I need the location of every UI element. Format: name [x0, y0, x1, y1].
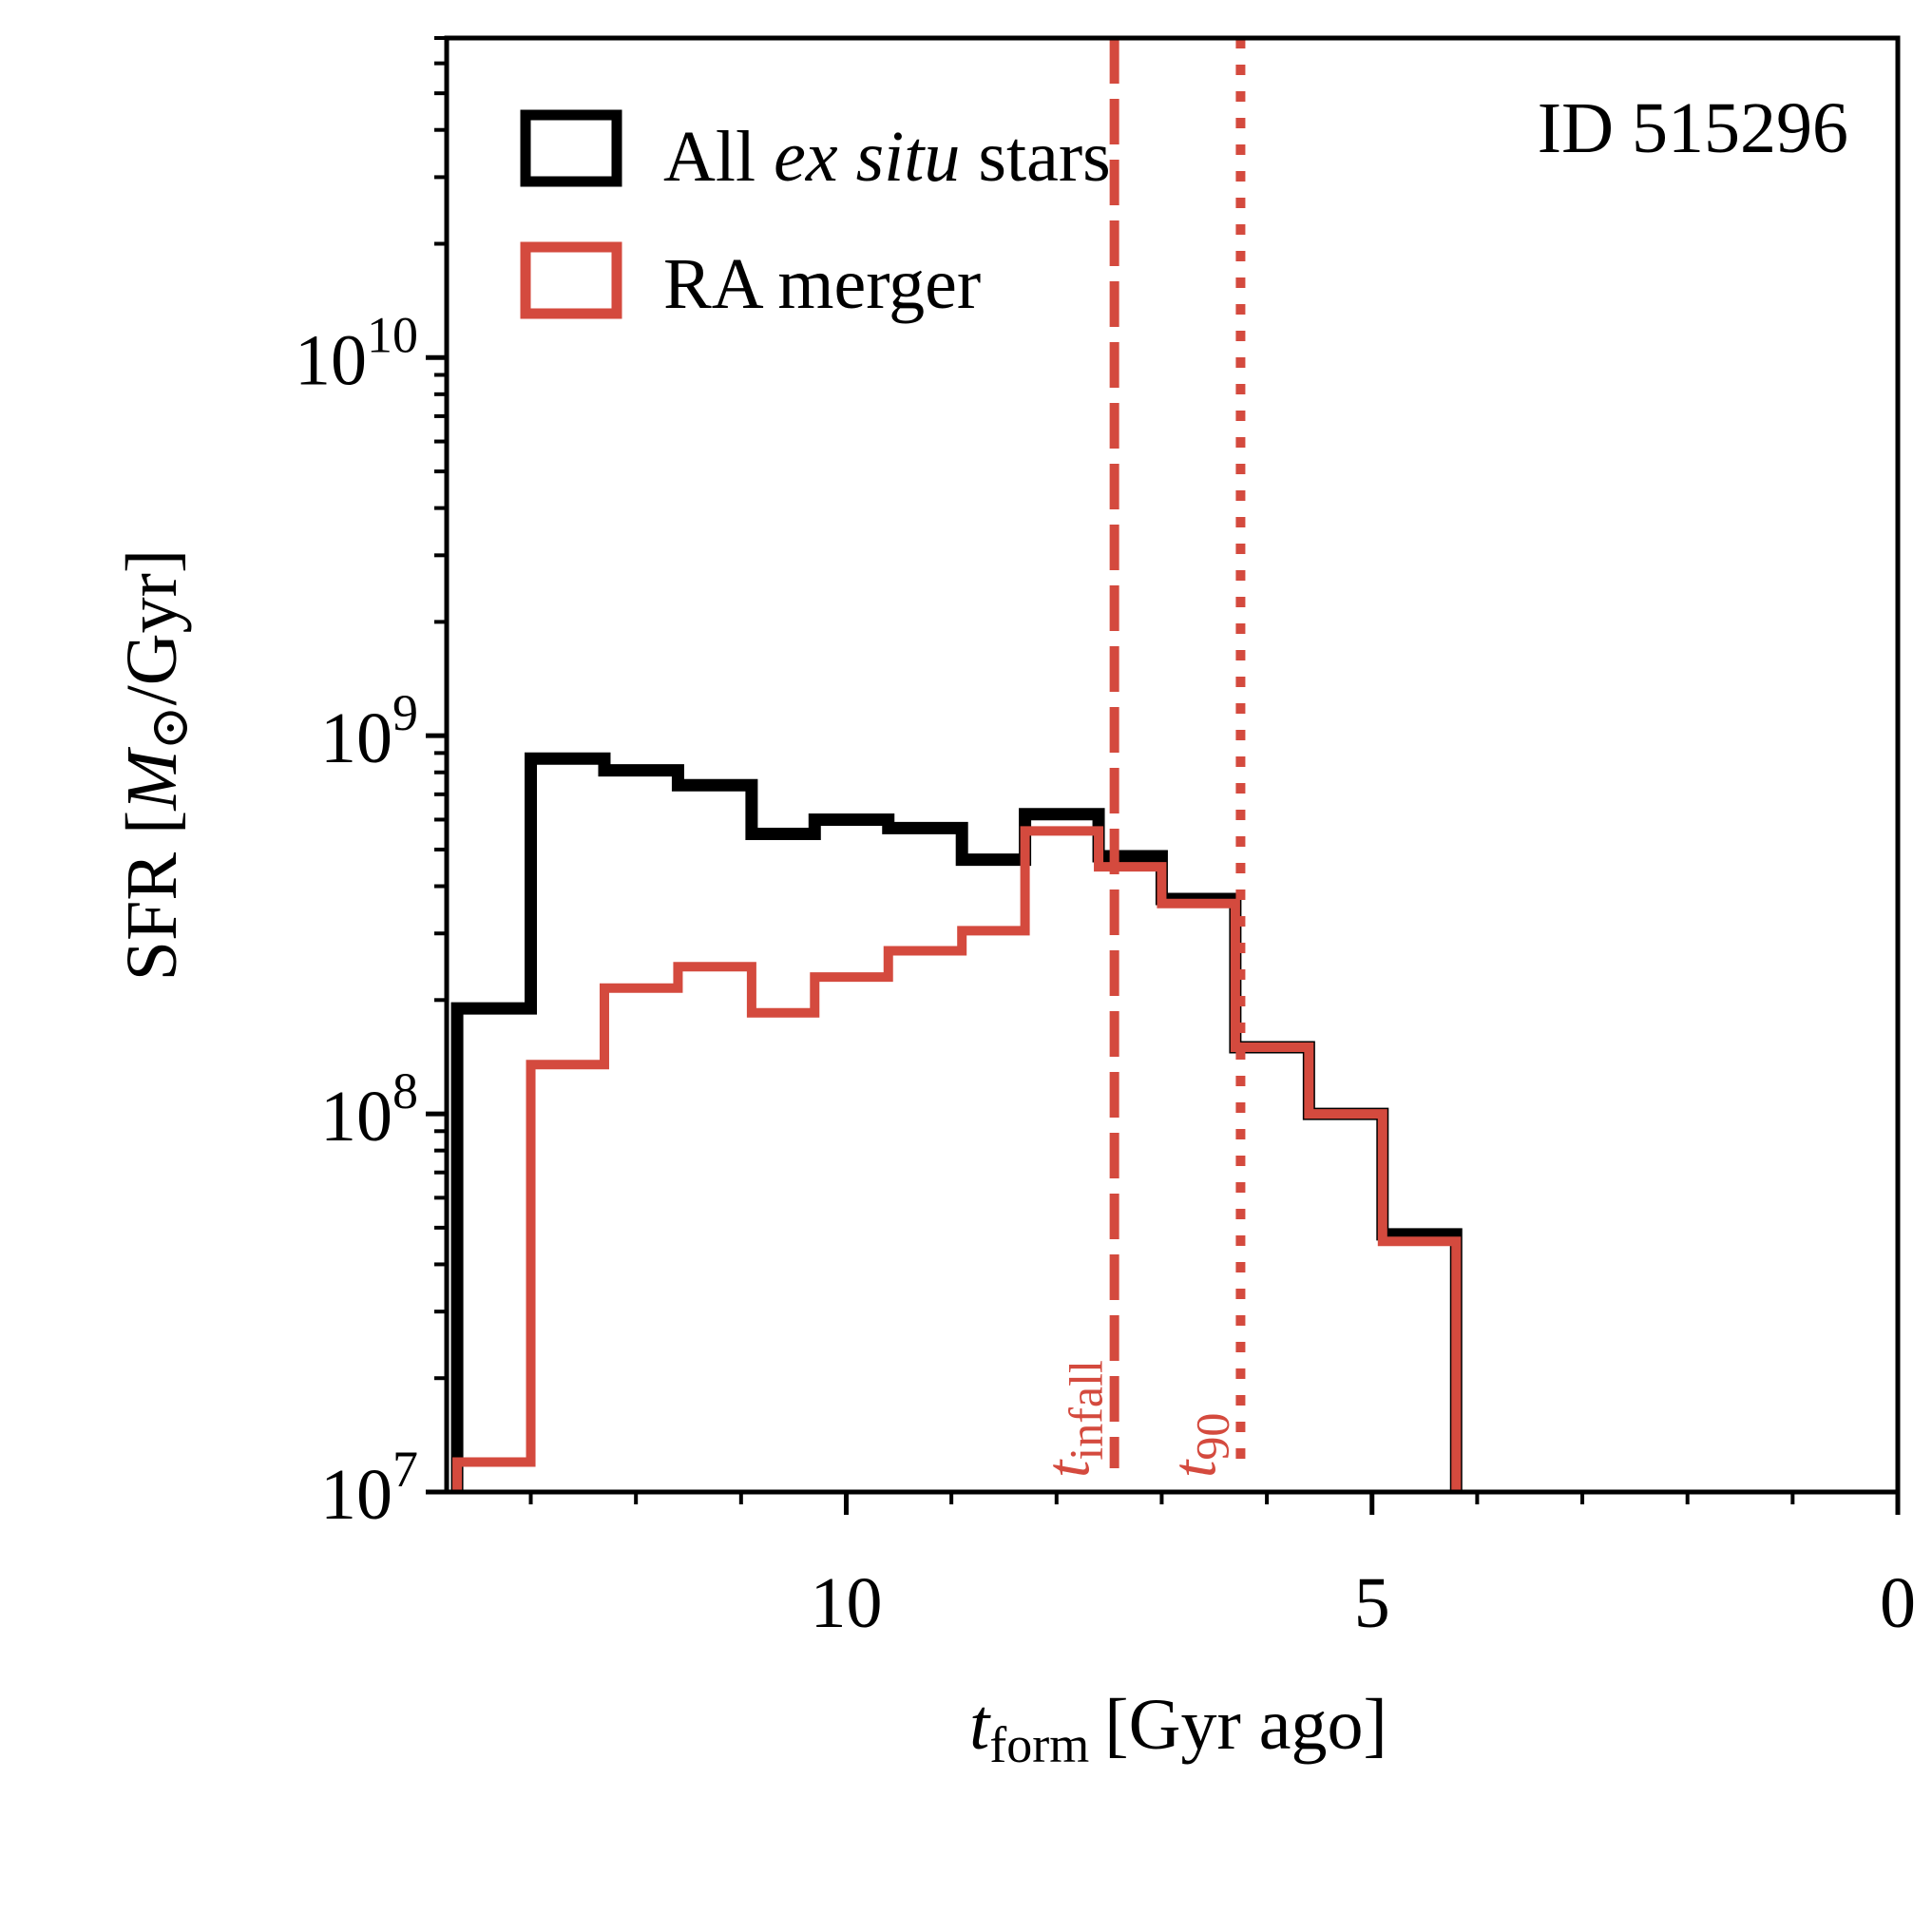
x-tick-label-0: 10 [810, 1563, 882, 1643]
legend-swatch-ra-merger [520, 241, 622, 319]
plot-frame [444, 35, 1901, 1495]
series-layer [450, 752, 1463, 1492]
chart-annotation: ID 515296 [1538, 88, 1848, 168]
x-axis-label: tform [Gyr ago] [969, 1685, 1387, 1773]
series-1-histogram [452, 826, 1462, 1492]
axes: 10 5 0 107 108 109 1010 [295, 36, 1916, 1643]
x-tick-label-2: 0 [1880, 1563, 1916, 1643]
y-tick-label-1: 108 [320, 1062, 418, 1157]
y-tick-label-2: 109 [320, 684, 418, 778]
legend-label-ra-merger: RA merger [663, 244, 981, 324]
vline-label-1: t90 [1159, 1413, 1238, 1478]
legend: All ex situ stars RA merger [520, 109, 1111, 324]
x-tick-label-1: 5 [1354, 1563, 1390, 1643]
legend-label-all-ex-situ: All ex situ stars [663, 117, 1111, 197]
plot-area: tinfall t90 [447, 38, 1898, 1492]
vline-label-0: tinfall [1034, 1360, 1113, 1478]
vline-layer: tinfall t90 [1034, 38, 1246, 1478]
y-tick-label-0: 107 [320, 1441, 418, 1535]
plot-background [447, 38, 1898, 1492]
legend-swatch-all-ex-situ [520, 109, 622, 187]
y-tick-label-3: 1010 [295, 306, 418, 400]
y-axis-label: SFR [M⊙/Gyr] [112, 549, 200, 981]
